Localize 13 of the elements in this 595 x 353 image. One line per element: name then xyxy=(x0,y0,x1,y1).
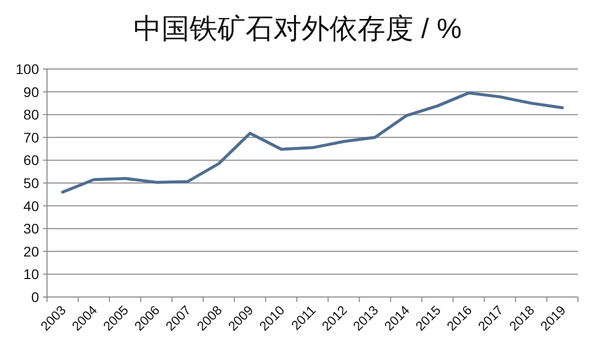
y-tick-label: 90 xyxy=(23,84,40,100)
line-series xyxy=(61,91,564,194)
y-tick-label: 70 xyxy=(23,129,40,146)
y-tick-label: 100 xyxy=(16,61,40,77)
y-tick-label: 80 xyxy=(23,106,40,123)
y-tick-label: 20 xyxy=(23,243,40,260)
y-tick-label: 0 xyxy=(31,289,40,305)
y-tick-label: 40 xyxy=(23,198,40,214)
y-tick-label: 30 xyxy=(23,220,40,237)
y-tick-label: 50 xyxy=(23,175,40,191)
y-tick-label: 60 xyxy=(23,152,40,168)
y-tick-label: 10 xyxy=(23,266,40,282)
chart-title: 中国铁矿石对外依存度 / % xyxy=(133,13,462,44)
